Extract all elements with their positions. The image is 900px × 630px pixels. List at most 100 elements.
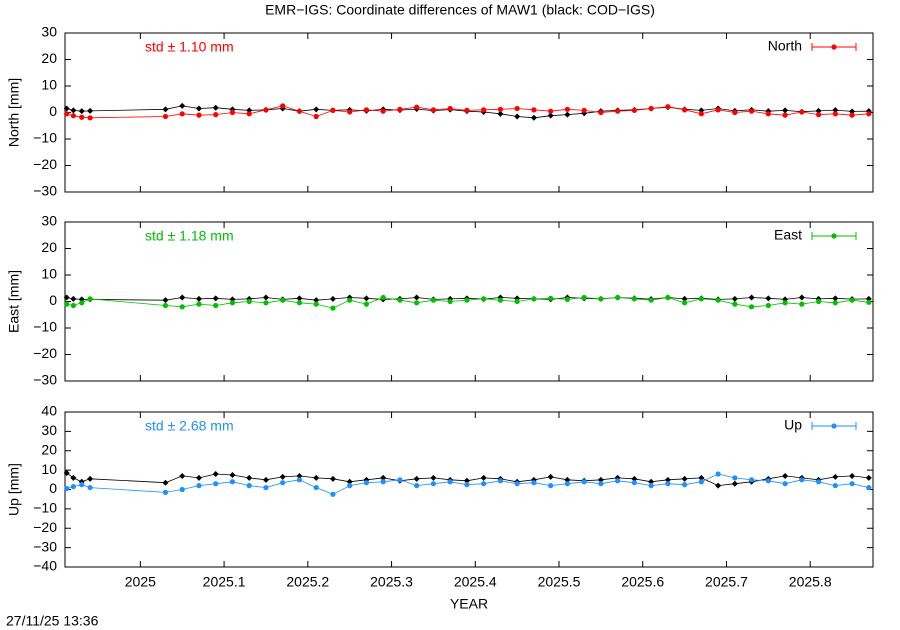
point bbox=[162, 302, 169, 309]
point bbox=[514, 298, 520, 305]
point bbox=[782, 107, 789, 114]
point bbox=[380, 479, 386, 485]
point bbox=[631, 296, 637, 302]
point bbox=[414, 104, 420, 110]
y-tick-label: 20 bbox=[41, 50, 57, 66]
point bbox=[430, 481, 437, 487]
point bbox=[397, 106, 403, 112]
y-tick-label: −30 bbox=[33, 372, 57, 388]
y-tick-label: 10 bbox=[41, 461, 57, 477]
point bbox=[531, 296, 537, 302]
y-tick-label: −10 bbox=[33, 319, 57, 335]
point bbox=[262, 476, 269, 483]
point bbox=[798, 294, 805, 301]
point bbox=[497, 106, 503, 112]
point bbox=[87, 115, 93, 121]
point bbox=[363, 480, 370, 486]
point bbox=[296, 477, 303, 483]
point bbox=[715, 297, 721, 303]
point bbox=[162, 297, 169, 304]
point bbox=[698, 296, 704, 302]
x-tick-label: 2025.3 bbox=[370, 574, 413, 590]
point bbox=[748, 108, 755, 114]
point bbox=[497, 110, 504, 117]
point bbox=[631, 475, 638, 482]
point bbox=[296, 295, 303, 302]
point bbox=[849, 108, 856, 115]
point bbox=[664, 476, 671, 483]
x-tick-label: 2025.2 bbox=[286, 574, 329, 590]
point bbox=[229, 471, 236, 478]
point bbox=[732, 109, 738, 116]
point bbox=[330, 305, 336, 311]
y-tick-label: −20 bbox=[33, 519, 57, 535]
y-tick-label: −10 bbox=[33, 130, 57, 146]
point bbox=[397, 477, 403, 483]
point bbox=[799, 109, 805, 115]
point bbox=[782, 472, 789, 479]
y-tick-label: −30 bbox=[33, 183, 57, 199]
point bbox=[849, 481, 855, 487]
point bbox=[681, 475, 688, 482]
point bbox=[329, 475, 336, 482]
point bbox=[363, 295, 370, 302]
point bbox=[849, 472, 856, 479]
point bbox=[63, 294, 70, 301]
point bbox=[212, 295, 219, 302]
point bbox=[330, 107, 336, 113]
point bbox=[363, 301, 370, 307]
point bbox=[732, 301, 738, 307]
x-tick-label: 2025.5 bbox=[538, 574, 581, 590]
point bbox=[782, 481, 788, 487]
point bbox=[87, 107, 94, 114]
y-tick-label: 40 bbox=[41, 403, 57, 419]
point bbox=[681, 295, 688, 302]
point bbox=[380, 108, 386, 114]
point bbox=[615, 478, 621, 484]
point bbox=[815, 107, 822, 114]
point bbox=[70, 113, 76, 119]
point bbox=[87, 296, 93, 302]
point bbox=[782, 112, 788, 118]
point bbox=[564, 476, 571, 483]
point bbox=[799, 301, 805, 307]
point bbox=[715, 482, 722, 489]
point bbox=[815, 112, 822, 118]
point bbox=[213, 112, 219, 118]
y-axis-label: East [mm] bbox=[6, 270, 22, 333]
point bbox=[514, 105, 520, 112]
point bbox=[463, 477, 470, 484]
point bbox=[631, 480, 637, 486]
point bbox=[765, 478, 771, 484]
point bbox=[430, 474, 437, 481]
point bbox=[732, 475, 738, 481]
point bbox=[731, 480, 738, 487]
point bbox=[79, 300, 85, 306]
point bbox=[682, 482, 688, 488]
point bbox=[731, 295, 738, 302]
point bbox=[480, 474, 487, 481]
point bbox=[64, 111, 70, 117]
point bbox=[87, 484, 93, 491]
point bbox=[698, 474, 705, 481]
point bbox=[665, 481, 671, 487]
point bbox=[280, 103, 286, 109]
point bbox=[213, 481, 219, 487]
point bbox=[70, 295, 77, 302]
point bbox=[849, 112, 855, 118]
point bbox=[598, 296, 604, 302]
x-tick-label: 2025.8 bbox=[789, 574, 832, 590]
annotation: std ± 1.18 mm bbox=[145, 228, 234, 244]
point bbox=[832, 483, 838, 489]
point bbox=[263, 300, 269, 306]
legend-label: Up bbox=[784, 417, 802, 433]
x-tick-label: 2025.1 bbox=[203, 574, 246, 590]
point bbox=[347, 297, 353, 303]
point bbox=[715, 107, 721, 113]
point bbox=[815, 479, 822, 485]
point bbox=[581, 479, 587, 485]
point bbox=[799, 477, 805, 483]
point bbox=[765, 295, 772, 302]
point bbox=[849, 297, 855, 303]
point bbox=[196, 112, 202, 118]
